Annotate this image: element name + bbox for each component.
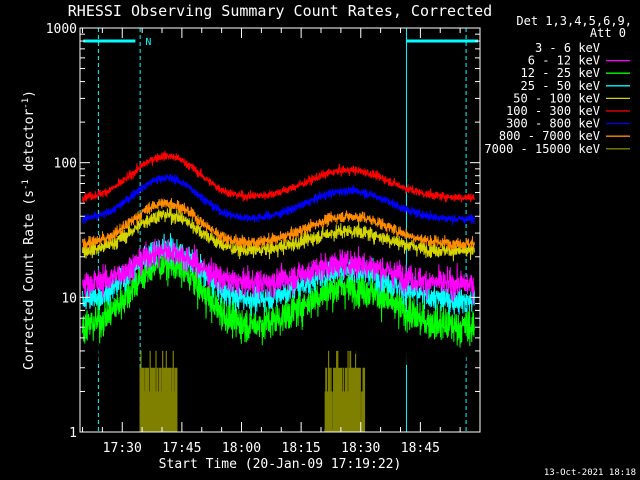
legend-entry-label: 300 - 800 keV [506,117,600,131]
legend-entry-label: 50 - 100 keV [513,91,600,105]
legend-entry-label: 800 - 7000 keV [499,129,600,143]
y-tick-label: 1000 [46,22,77,37]
legend-entry-label: 100 - 300 keV [506,104,600,118]
legend-header-line-1: Det 1,3,4,5,6,9, [516,14,632,28]
series-line-800-7000-kev [82,198,475,252]
night-flag-label: N [145,37,151,48]
chart-title: RHESSI Observing Summary Count Rates, Co… [68,2,492,20]
series-line-300-800-kev [82,173,475,226]
series-line-100-300-kev [82,150,475,203]
legend-entry-label: 3 - 6 keV [535,41,600,55]
x-axis-label: Start Time (20-Jan-09 17:19:22) [159,457,402,472]
x-tick-label: 17:45 [162,441,201,456]
legend-header-line-2: Att 0 [590,26,626,40]
plot-area: N [82,28,479,432]
series-line-6-12-kev [82,238,475,305]
x-axis: 17:30 17:45 18:00 18:15 18:30 18:45 [82,28,461,456]
y-tick-label: 100 [54,157,77,172]
series-line-12-25-kev [82,240,475,348]
y-axis-label: Corrected Count Rate (s-1 detector-1) [21,90,37,370]
legend-entry-label: 12 - 25 keV [521,66,600,80]
legend-entry-label: 7000 - 15000 keV [484,142,600,156]
x-tick-label: 18:45 [401,441,440,456]
y-tick-label: 1 [69,426,77,441]
x-tick-label: 18:00 [222,441,261,456]
x-tick-label: 18:30 [341,441,380,456]
footer-date: 13-Oct-2021 18:18 [544,468,636,478]
plot-frame [79,27,481,433]
series-7000-15000-kev-burst [139,350,178,432]
legend-entry-label: 25 - 50 keV [521,79,600,93]
x-tick-label: 18:15 [282,441,321,456]
y-axis: 1 10 100 1000 [46,22,480,441]
series-7000-15000-kev-burst [324,350,366,432]
series-line-50-100-kev [82,205,475,262]
x-tick-label: 17:30 [103,441,142,456]
legend-entry-label: 6 - 12 keV [528,54,600,68]
y-tick-label: 10 [61,291,77,306]
